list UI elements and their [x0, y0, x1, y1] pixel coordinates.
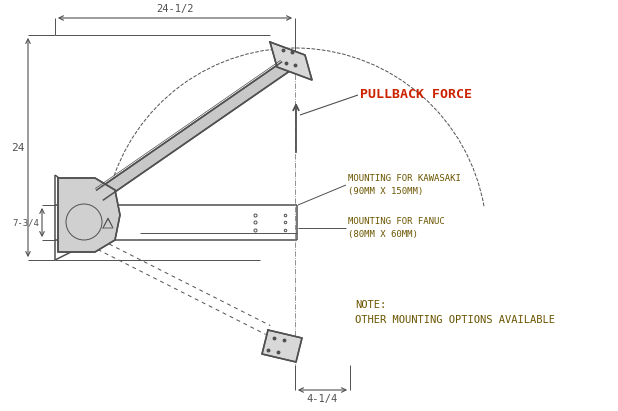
Polygon shape — [262, 330, 302, 362]
Polygon shape — [270, 42, 312, 80]
Text: 24-1/2: 24-1/2 — [156, 4, 194, 14]
Text: NOTE:
OTHER MOUNTING OPTIONS AVAILABLE: NOTE: OTHER MOUNTING OPTIONS AVAILABLE — [355, 300, 555, 325]
Text: 4-1/4: 4-1/4 — [307, 394, 338, 404]
Polygon shape — [96, 62, 289, 200]
Text: 24: 24 — [12, 143, 25, 152]
Text: MOUNTING FOR FANUC
(80MM X 60MM): MOUNTING FOR FANUC (80MM X 60MM) — [348, 217, 445, 239]
Text: 7-3/4: 7-3/4 — [12, 218, 39, 227]
Polygon shape — [58, 178, 120, 252]
Text: PULLBACK FORCE: PULLBACK FORCE — [360, 88, 472, 102]
Text: MOUNTING FOR KAWASAKI
(90MM X 150MM): MOUNTING FOR KAWASAKI (90MM X 150MM) — [348, 174, 461, 196]
